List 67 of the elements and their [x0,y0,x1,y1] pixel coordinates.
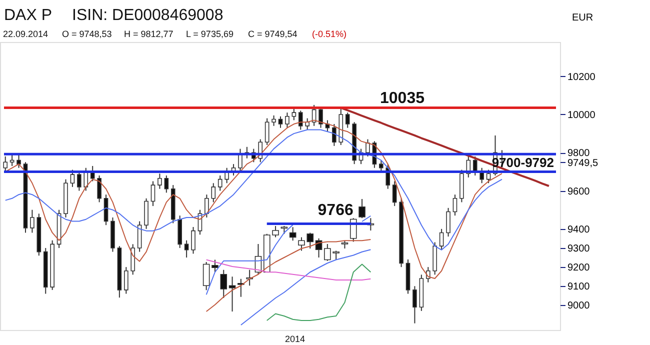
text: L = 9735,69 [186,29,234,39]
text: (-0.51%) [312,29,347,39]
chart-title: DAX P [4,7,52,24]
y-tick-label: 10200 [568,72,596,83]
candlestick [264,118,270,146]
candlestick [70,169,75,188]
y-axis-title: EUR [572,12,594,24]
candlestick [228,276,236,312]
candlestick [305,118,310,130]
candlestick [358,198,366,219]
candlestick [345,112,350,128]
candlestick [486,169,491,184]
candlestick [366,138,370,157]
text: O = 9748,53 [62,29,112,39]
candlestick [84,167,88,192]
candlestick [30,209,34,234]
candlestick [472,156,478,176]
y-tick-label: 10000 [568,110,596,121]
y-tick-label: 9300 [568,243,590,254]
candlestick [278,116,283,128]
candlestick [332,124,336,146]
candlestick [272,114,276,126]
candlestick [158,173,162,190]
candlestick [392,180,397,207]
candlestick [292,108,296,121]
candlestick [164,175,169,194]
text: 2014 [285,334,306,344]
text: 22.09.2014 [3,29,48,39]
annotation: 9766 [318,202,354,219]
candlestick [285,112,290,128]
candlestick [212,259,218,273]
chart-subtitle: ISIN: DE0008469008 [72,7,224,24]
candlestick [144,198,148,230]
y-tick-label: 9400 [568,224,590,236]
candlestick [211,182,216,203]
y-tick-label: 9000 [568,300,590,312]
candlestick [289,226,296,242]
y-tick-label: 9200 [568,262,590,274]
candlestick [10,154,14,166]
y-tick-label: 9600 [568,186,590,198]
candlestick [204,194,209,218]
candlestick [238,148,242,172]
candlestick [16,154,21,168]
y-tick-label: 9749,5 [568,158,599,169]
candlestick [124,266,128,294]
candlestick [150,180,156,207]
candlestick [446,207,450,238]
candlestick [412,286,417,324]
candlestick [202,262,210,291]
ref-line-label: 10035 [380,90,425,107]
candlestick [191,226,196,254]
candlestick [218,175,222,192]
candlestick [3,156,8,172]
text: C = 9749,54 [248,29,298,39]
candlestick [137,220,142,252]
candlestick [452,194,458,216]
candlestick [130,244,136,276]
candlestick [220,269,228,298]
candlestick [379,160,384,172]
candlestick [298,110,303,130]
candlestick [97,175,102,203]
text: H = 9812,77 [124,29,174,39]
candlestick [439,228,444,250]
candlestick [184,240,189,258]
y-tick-label: 9100 [568,282,590,293]
candlestick [77,171,82,192]
y-tick-label: 9800 [568,148,590,160]
